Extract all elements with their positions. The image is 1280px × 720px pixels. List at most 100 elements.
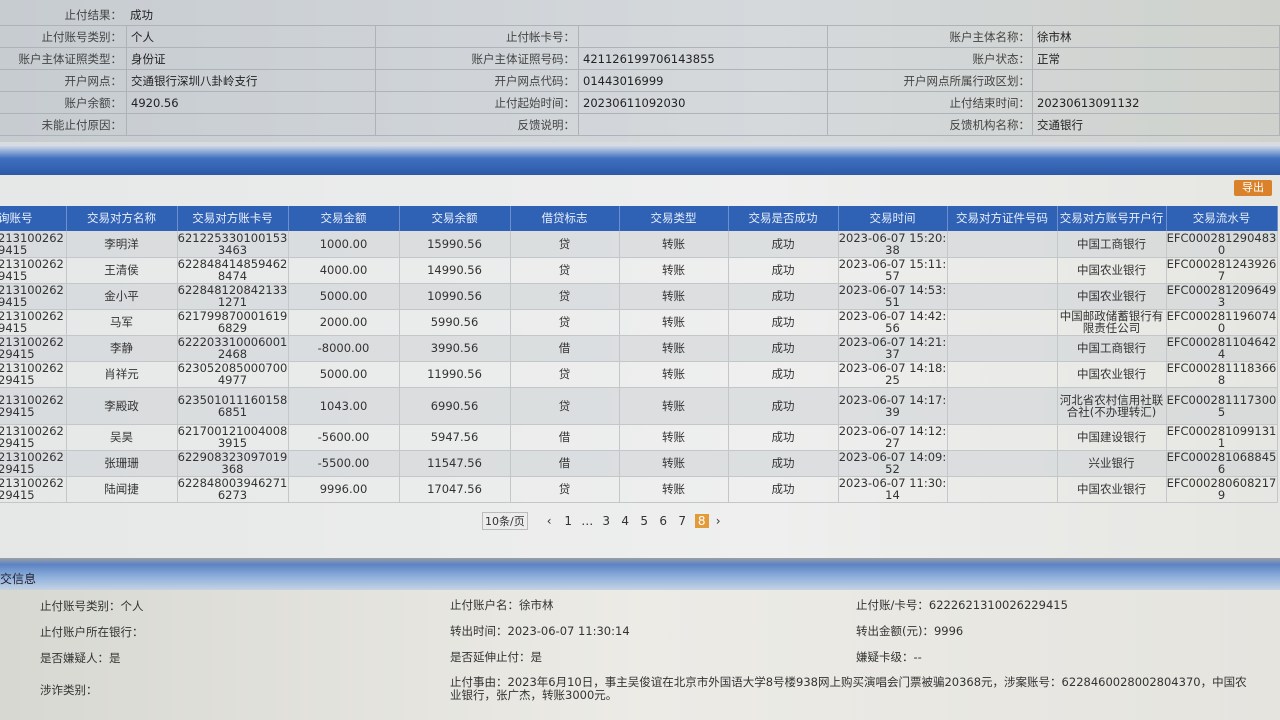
field-value: 徐市林 — [1032, 26, 1280, 48]
column-header[interactable]: 交易类型 — [619, 206, 729, 231]
stop-payment-info: 止付账号类别：个人 止付账户名：徐市林 止付账/卡号：6222621310026… — [0, 590, 1280, 720]
field-label: 止付帐卡号： — [506, 30, 575, 44]
field-label: 反馈说明： — [517, 118, 576, 132]
table-cell: 转账 — [619, 335, 729, 362]
prev-page-button[interactable]: ‹ — [546, 514, 552, 528]
table-cell: 9996.00 — [288, 476, 400, 503]
page-button[interactable]: 5 — [640, 514, 649, 528]
field-value: 个人 — [126, 26, 376, 48]
table-cell: EFC0002810688456 — [1166, 450, 1278, 477]
table-row[interactable]: 213100262 9415 马军 6217998700016196829 2000.… — [0, 309, 1278, 336]
table-row[interactable]: 213100262 29415 张珊珊 622908323097019368 -550… — [0, 450, 1278, 477]
table-row[interactable]: 213100262 9415 李明洋 6212253301001533463 1000… — [0, 230, 1278, 258]
page-button[interactable]: 8 — [694, 514, 709, 528]
field-value — [578, 26, 828, 48]
table-cell: 213100262 29415 — [0, 387, 67, 425]
info-card-number: 止付账/卡号：6222621310026229415 — [856, 598, 1068, 612]
field-label: 账户余额： — [64, 96, 123, 110]
table-cell: 1043.00 — [288, 387, 400, 425]
table-cell: 213100262 9415 — [0, 309, 67, 336]
column-header[interactable]: 交易对方证件号码 — [947, 206, 1058, 231]
table-cell: 转账 — [619, 231, 729, 258]
info-is-suspect: 是否嫌疑人：是 — [40, 651, 121, 665]
column-header[interactable]: 交易余额 — [399, 206, 511, 231]
table-cell: 6228484148594628474 — [177, 257, 289, 284]
table-cell: 6990.56 — [399, 387, 511, 425]
page-size-select[interactable]: 10条/页 — [482, 512, 528, 530]
page-button[interactable]: 3 — [602, 514, 611, 528]
table-row[interactable]: 213100262 9415 金小平 6228481208421331271 5000… — [0, 283, 1278, 310]
info-transfer-time: 转出时间：2023-06-07 11:30:14 — [450, 624, 630, 638]
column-header[interactable]: 交易是否成功 — [728, 206, 839, 231]
column-header[interactable]: 交易时间 — [838, 206, 948, 231]
table-row[interactable]: 213100262 9415 王清侯 6228484148594628474 4000… — [0, 257, 1278, 284]
table-row[interactable]: 213100262 29415 肖祥元 6230520850007004977 500… — [0, 361, 1278, 388]
field-label: 开户网点所属行政区划： — [903, 74, 1031, 88]
table-cell: 5990.56 — [399, 309, 511, 336]
field-value: 20230613091132 — [1032, 92, 1280, 114]
column-header[interactable]: 借贷标志 — [510, 206, 620, 231]
export-button[interactable]: 导出 — [1234, 180, 1272, 196]
column-header[interactable]: 交易对方账号开户行 — [1057, 206, 1167, 231]
column-header[interactable]: 交易金额 — [288, 206, 400, 231]
table-cell: -5500.00 — [288, 450, 400, 477]
table-cell: 转账 — [619, 450, 729, 477]
table-row[interactable]: 213100262 29415 陆闻捷 6228480039462716273 999… — [0, 476, 1278, 503]
column-header[interactable]: 交易对方账卡号 — [177, 206, 289, 231]
table-cell: EFC0002812904830 — [1166, 230, 1278, 258]
table-cell — [947, 283, 1058, 310]
table-row[interactable]: 213100262 29415 吴昊 6217001210040083915 -560… — [0, 424, 1278, 451]
info-transfer-amount: 转出金额(元)：9996 — [856, 624, 964, 638]
next-page-button[interactable]: › — [715, 514, 721, 528]
field-label: 账户状态： — [972, 52, 1031, 66]
section-divider — [0, 145, 1280, 175]
pagination-ellipsis: … — [581, 514, 594, 528]
page-button[interactable]: 1 — [564, 514, 573, 528]
table-cell: 622908323097019368 — [177, 450, 289, 477]
field-value: 成功 — [130, 8, 153, 22]
page-button[interactable]: 6 — [659, 514, 668, 528]
table-cell: 3990.56 — [399, 335, 511, 362]
table-cell: 中国建设银行 — [1057, 424, 1167, 451]
table-cell: 成功 — [728, 309, 839, 336]
table-cell: 张珊珊 — [66, 450, 178, 477]
table-cell: 6230520850007004977 — [177, 361, 289, 388]
table-cell: 6217998700016196829 — [177, 309, 289, 336]
column-header[interactable]: 交易流水号 — [1166, 206, 1278, 231]
table-cell: 贷 — [510, 309, 620, 336]
table-cell: 6228481208421331271 — [177, 283, 289, 310]
table-cell: 转账 — [619, 387, 729, 425]
table-cell: 5000.00 — [288, 283, 400, 310]
table-cell: 贷 — [510, 476, 620, 503]
column-header[interactable]: 交易对方名称 — [66, 206, 178, 231]
field-value: 01443016999 — [578, 70, 828, 92]
table-cell: 213100262 29415 — [0, 361, 67, 388]
table-cell: 2023-06-07 14:17:39 — [838, 387, 948, 425]
field-label: 止付结果： — [64, 8, 123, 22]
table-cell: 2023-06-07 15:11:57 — [838, 257, 948, 284]
table-cell: 213100262 29415 — [0, 476, 67, 503]
table-row[interactable]: 213100262 29415 李殿政 6235010111601586851 104… — [0, 387, 1278, 425]
table-cell: 成功 — [728, 231, 839, 258]
page-button[interactable]: 7 — [678, 514, 687, 528]
field-label: 反馈机构名称： — [949, 118, 1031, 132]
table-cell: 5947.56 — [399, 424, 511, 451]
table-cell: 借 — [510, 450, 620, 477]
form-row: 账户主体证照类型： 身份证 账户主体证照号码： 421126199706143855 账… — [0, 48, 1280, 70]
field-value: 4920.56 — [126, 92, 376, 114]
table-cell: 成功 — [728, 424, 839, 451]
page-button[interactable]: 4 — [621, 514, 630, 528]
table-cell: 成功 — [728, 387, 839, 425]
table-cell: EFC0002812439267 — [1166, 257, 1278, 284]
form-row: 未能止付原因： 反馈说明： 反馈机构名称： 交通银行 — [0, 114, 1280, 136]
column-header[interactable]: 询账号 — [0, 206, 67, 231]
table-cell: 6228480039462716273 — [177, 476, 289, 503]
table-cell — [947, 387, 1058, 425]
section-header: 交信息 — [0, 558, 1280, 590]
field-value: 身份证 — [126, 48, 376, 70]
table-cell: 中国农业银行 — [1057, 476, 1167, 503]
table-row[interactable]: 213100262 29415 李静 6222033100060012468 -800… — [0, 335, 1278, 362]
table-cell: 金小平 — [66, 283, 178, 310]
info-account-type: 止付账号类别：个人 — [40, 599, 144, 613]
table-cell: 成功 — [728, 257, 839, 284]
